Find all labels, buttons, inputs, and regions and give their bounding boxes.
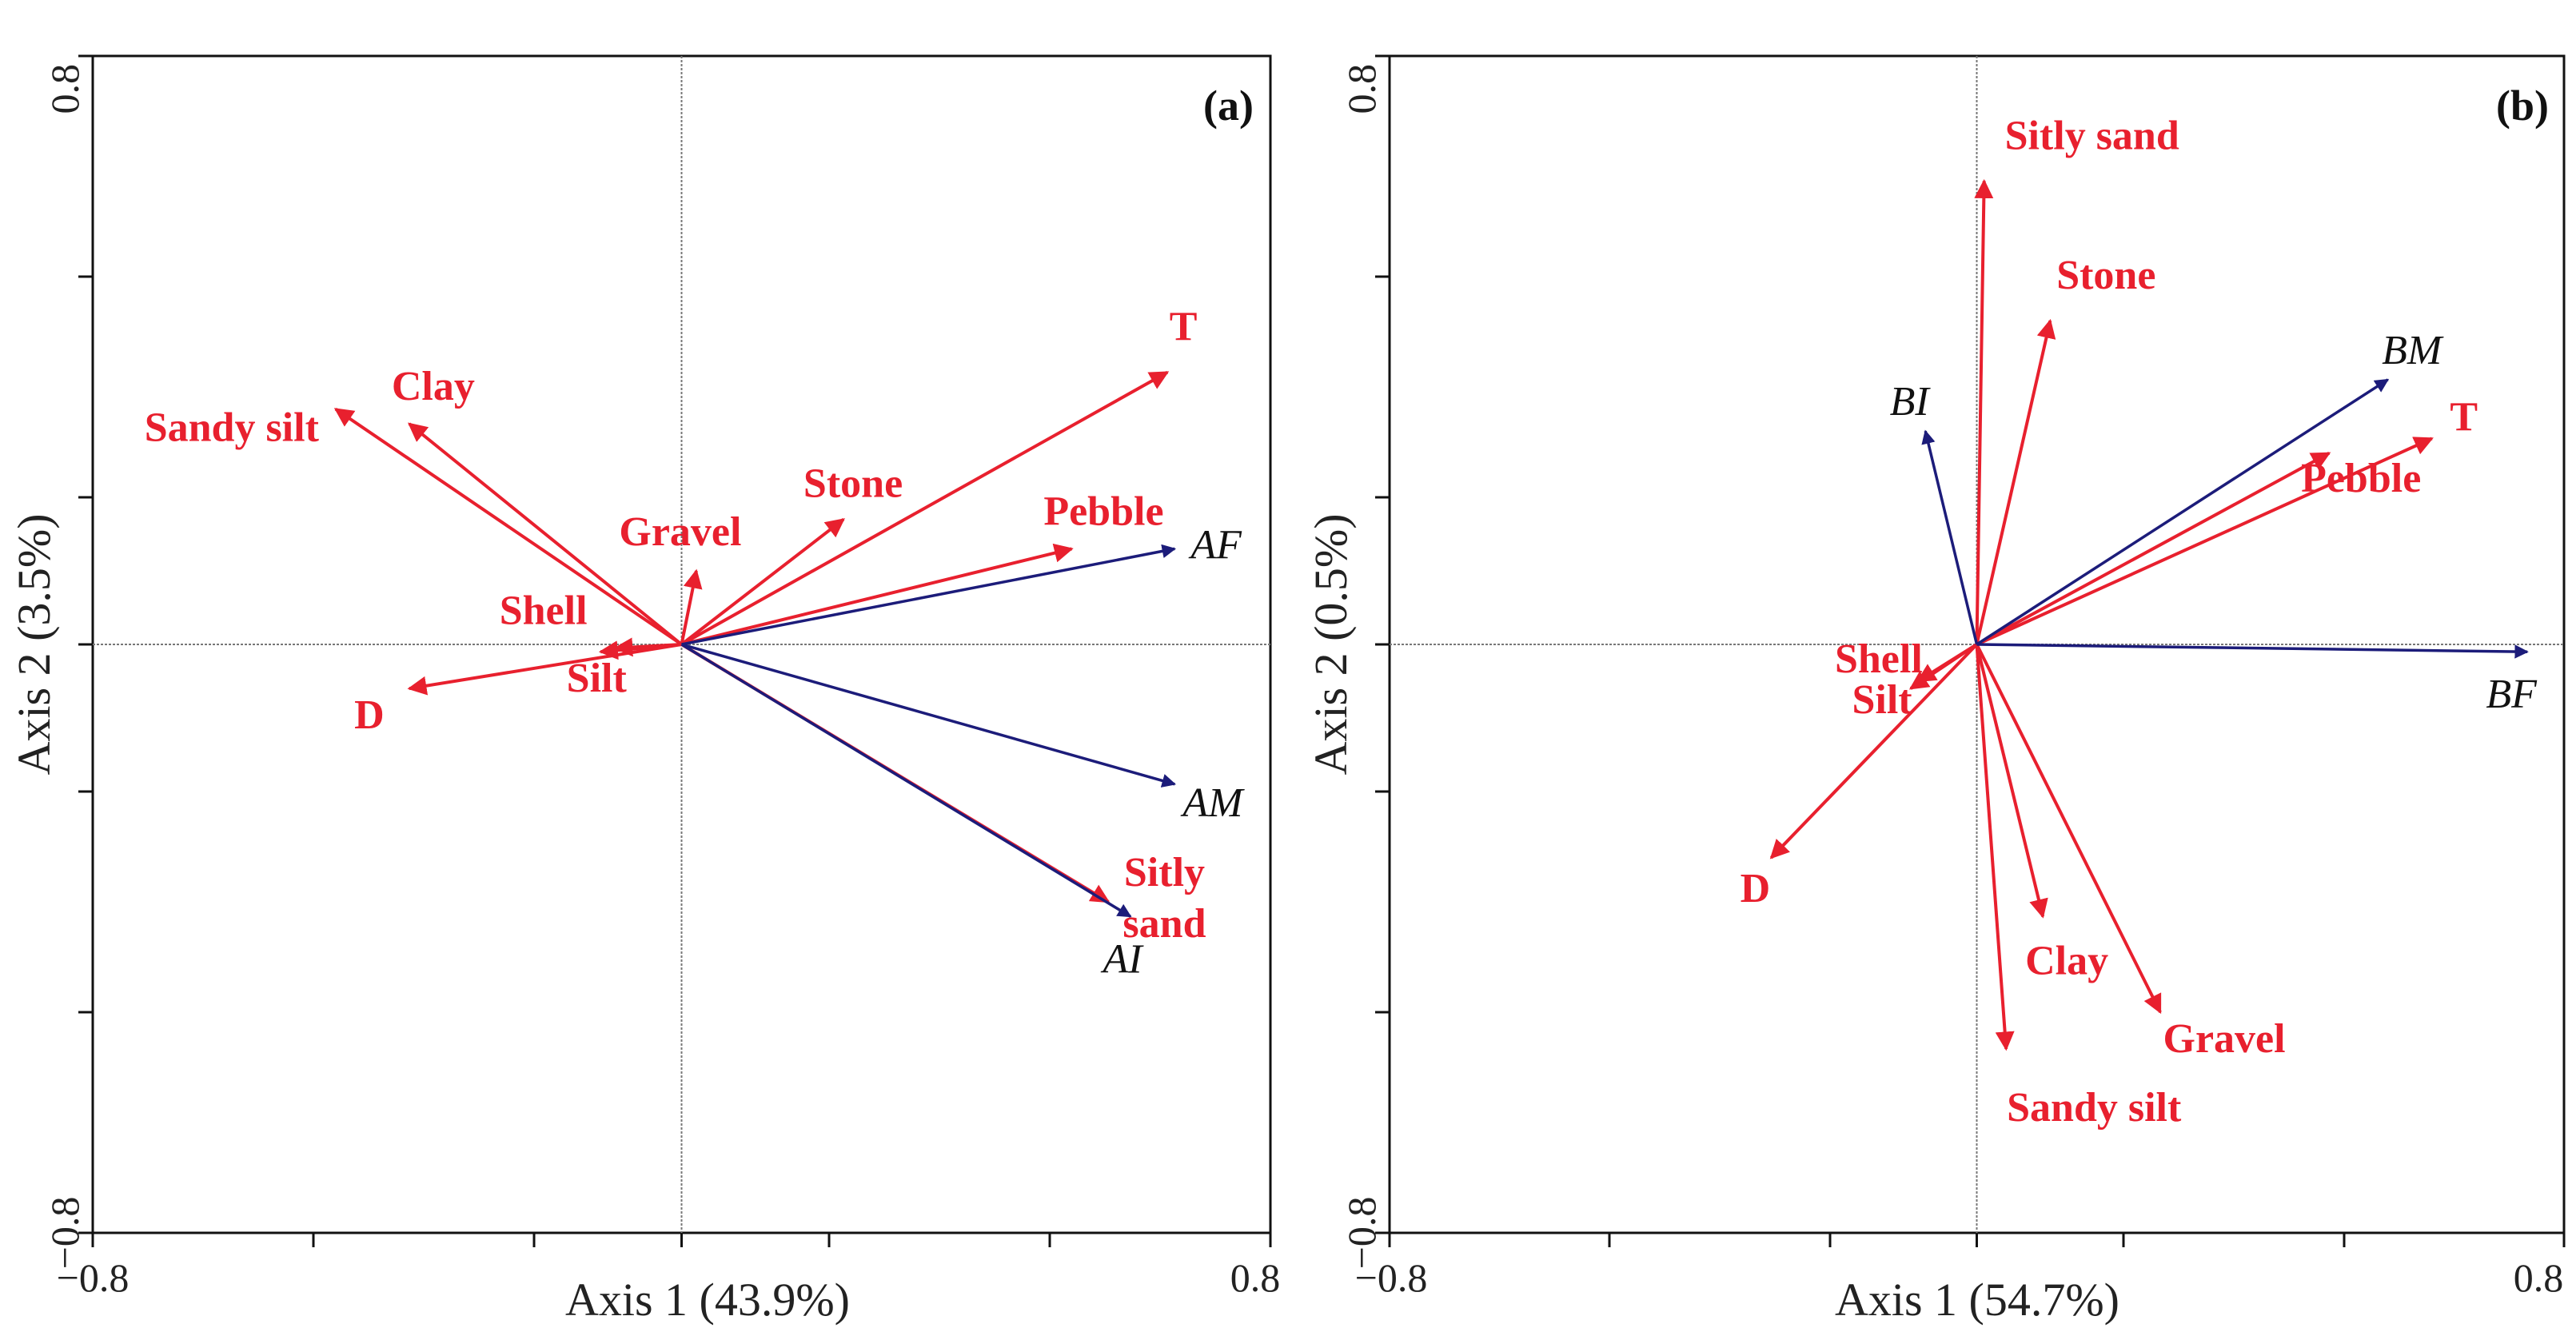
panel-a-ymax-tick: 0.8 bbox=[42, 64, 87, 114]
panel-a-sitly-sand-line-2: sand bbox=[1123, 901, 1206, 947]
panel-b-vectors bbox=[1769, 179, 2529, 1051]
panel-a-env-label-shell: Shell bbox=[500, 588, 588, 634]
panel-a-env-label-t: T bbox=[1170, 305, 1198, 350]
panel-b-env-vector-sandy-silt bbox=[1975, 644, 2015, 1051]
panel-b-species-vector-bf bbox=[1976, 643, 2529, 659]
panel-b-env-vector-t bbox=[1976, 437, 2434, 646]
panel-a-env-vector-d bbox=[407, 643, 682, 696]
panel-a: T Pebble Stone Gravel Clay Sandy silt Shell Sil… bbox=[8, 54, 1281, 1326]
panel-a-env-label-d: D bbox=[354, 692, 385, 738]
panel-b-ticks bbox=[1375, 54, 2566, 1247]
panel-a-x-axis-title: Axis 1 (43.9%) bbox=[565, 1274, 850, 1326]
panel-b-env-label-d: D bbox=[1741, 866, 1771, 911]
panel-b-xmin-tick: −0.8 bbox=[1355, 1255, 1428, 1300]
panel-b-species-label-bm: BM bbox=[2382, 328, 2444, 373]
panel-b-species-label-bf: BF bbox=[2486, 672, 2538, 717]
panel-a-env-label-clay: Clay bbox=[392, 364, 475, 409]
panel-a-sitly-sand-line-1: Sitly bbox=[1124, 850, 1205, 895]
panel-b-species-vector-bi bbox=[1921, 429, 1979, 645]
panel-a-ymin-tick: −0.8 bbox=[42, 1197, 87, 1270]
panel-a-env-vector-sandy-silt bbox=[333, 407, 683, 646]
panel-b-env-label-stone: Stone bbox=[2056, 253, 2155, 298]
panel-a-xmax-tick: 0.8 bbox=[1230, 1255, 1281, 1300]
panel-b-label: (b) bbox=[2496, 82, 2549, 130]
panel-b-ymax-tick: 0.8 bbox=[1339, 64, 1384, 114]
panel-a-env-label-gravel: Gravel bbox=[619, 509, 741, 555]
panel-a-env-vector-gravel bbox=[680, 568, 703, 645]
panel-a-env-vector-pebble bbox=[681, 543, 1074, 646]
panel-b-env-vector-d bbox=[1769, 643, 1978, 859]
panel-b-env-vector-clay bbox=[1975, 644, 2048, 919]
panel-b-env-vector-stone bbox=[1975, 318, 2056, 645]
panel-a-vectors bbox=[333, 370, 1177, 918]
panel-b-env-label-pebble: Pebble bbox=[2301, 456, 2421, 501]
panel-b-species-label-bi: BI bbox=[1890, 379, 1932, 425]
panel-b-env-label-clay: Clay bbox=[2025, 938, 2108, 983]
panel-a-env-label-silt: Silt bbox=[567, 656, 628, 701]
panel-b-env-label-silt: Silt bbox=[1852, 677, 1912, 723]
panel-b-y-axis-title: Axis 2 (0.5%) bbox=[1305, 513, 1357, 775]
panel-a-y-axis-title: Axis 2 (3.5%) bbox=[8, 513, 60, 775]
panel-a-env-vector-clay bbox=[408, 422, 683, 646]
panel-a-labels: T Pebble Stone Gravel Clay Sandy silt Shell Sil… bbox=[145, 305, 1245, 983]
panel-b-x-axis-title: Axis 1 (54.7%) bbox=[1835, 1274, 2119, 1326]
panel-b-env-label-t: T bbox=[2450, 394, 2478, 440]
panel-a-xmin-tick: −0.8 bbox=[57, 1255, 130, 1300]
panel-a-env-label-pebble: Pebble bbox=[1043, 489, 1163, 534]
panel-b-env-vector-gravel bbox=[1975, 644, 2162, 1015]
panel-b-env-label-shell: Shell bbox=[1835, 636, 1923, 682]
panel-a-species-label-af: AF bbox=[1188, 522, 1242, 568]
panel-b-species-vector-bm bbox=[1976, 378, 2390, 646]
panel-a-label: (a) bbox=[1203, 82, 1254, 130]
panel-a-species-vector-af bbox=[681, 544, 1177, 646]
panel-b-env-vector-sitly-sand bbox=[1974, 179, 1994, 645]
panel-b-xmax-tick: 0.8 bbox=[2514, 1255, 2564, 1300]
panel-a-species-label-ai: AI bbox=[1101, 936, 1145, 982]
panel-b-env-vector-pebble bbox=[1976, 452, 2331, 646]
panel-b-env-label-sandy-silt: Sandy silt bbox=[2007, 1085, 2182, 1131]
panel-a-env-label-sandy-silt: Sandy silt bbox=[145, 405, 320, 451]
panel-a-species-vector-ai bbox=[680, 643, 1132, 918]
panel-a-env-vector-stone bbox=[680, 518, 845, 646]
panel-b-env-label-sitly-sand: Sitly sand bbox=[2005, 113, 2179, 158]
panel-b-env-label-gravel: Gravel bbox=[2163, 1016, 2286, 1062]
panel-a-env-vector-t bbox=[680, 370, 1170, 646]
panel-a-species-vector-am bbox=[681, 643, 1177, 788]
panel-b-env-vector-silt bbox=[1916, 643, 1978, 683]
panel-a-env-label-stone: Stone bbox=[804, 461, 903, 507]
panel-b-ymin-tick: −0.8 bbox=[1339, 1197, 1384, 1270]
panel-a-ticks bbox=[78, 54, 1272, 1247]
panel-a-env-label-sitly-sand: Sitly sand bbox=[1123, 850, 1206, 947]
panel-a-species-label-am: AM bbox=[1180, 780, 1245, 826]
